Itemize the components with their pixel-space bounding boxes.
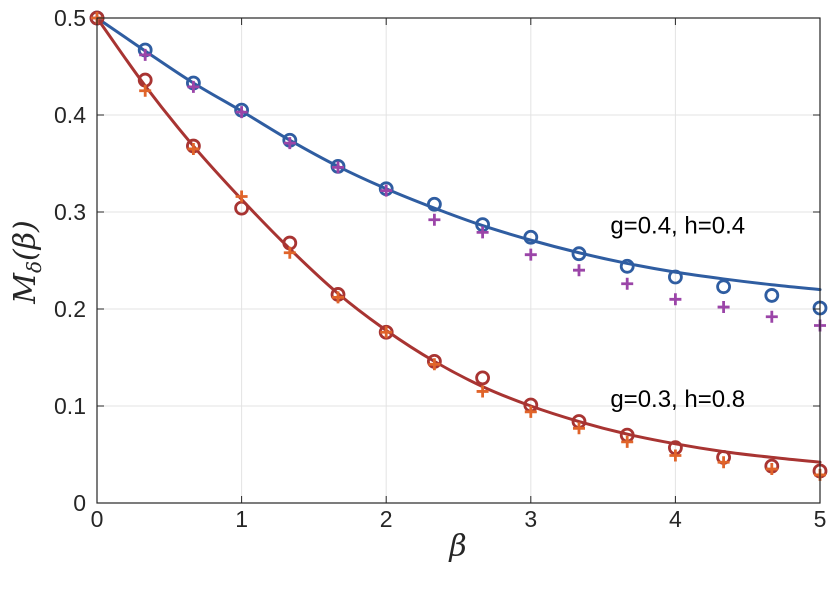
series-2-point: [283, 137, 296, 150]
y-axis-title-main: M: [8, 272, 43, 305]
series-5-point: [332, 291, 345, 304]
y-axis-title-sub: δ: [22, 261, 46, 273]
series-2-point: [765, 310, 778, 323]
series-5-point: [235, 190, 248, 203]
y-tick-labels: 0 0.1 0.2 0.3 0.4 0.5: [54, 5, 86, 516]
series-2-point: [332, 161, 345, 174]
series-5-point: [669, 449, 682, 462]
y-axis-title-args: (β): [8, 220, 43, 261]
series-5-point: [765, 463, 778, 476]
series-1-point: [426, 196, 442, 212]
y-tick-label: 0.5: [54, 5, 86, 31]
series-2-point: [380, 184, 393, 197]
x-tick-label: 3: [524, 506, 537, 532]
series-2-point: [139, 48, 152, 61]
series-1-point: [764, 288, 780, 303]
x-tick-label: 2: [380, 506, 393, 532]
series-2-point: [717, 301, 730, 314]
y-tick-label: 0.4: [54, 102, 86, 128]
x-tick-label: 0: [91, 506, 104, 532]
x-tick-label: 1: [235, 506, 248, 532]
x-tick-label: 5: [814, 506, 827, 532]
series-5-point: [572, 422, 585, 435]
series-5-point: [187, 142, 200, 155]
x-axis-title: β: [448, 529, 466, 564]
grid: [96, 17, 821, 504]
series-1-point: [619, 258, 635, 274]
series-2-point: [669, 293, 682, 306]
y-tick-label: 0.3: [54, 199, 86, 225]
series-2-point: [572, 264, 585, 277]
series-4-point: [475, 370, 491, 386]
x-tick-labels: 0 1 2 3 4 5: [91, 506, 827, 532]
series-5-point: [476, 385, 489, 398]
series-5-point: [380, 326, 393, 339]
y-axis-title: Mδ(β): [8, 220, 46, 305]
tick-marks: [96, 17, 821, 504]
y-tick-label: 0: [73, 490, 86, 516]
series-0-line: [95, 16, 822, 292]
x-tick-label: 4: [669, 506, 682, 532]
annotation-label: g=0.3, h=0.8: [610, 386, 745, 413]
series-1-point: [571, 246, 587, 262]
series-5-point: [717, 456, 730, 469]
series-2-point: [524, 248, 537, 261]
axes-frame: [96, 17, 821, 504]
series-1-point: [716, 279, 731, 295]
series-1-point: [668, 269, 683, 285]
series-2-point: [476, 226, 489, 239]
series-5-point: [524, 405, 537, 418]
annotation-label: g=0.4, h=0.4: [610, 213, 745, 240]
series-2-point: [235, 106, 248, 119]
y-tick-label: 0.2: [54, 296, 86, 322]
series-5-point: [139, 84, 152, 97]
series-1-point: [523, 229, 539, 245]
y-tick-label: 0.1: [54, 393, 86, 419]
series-5-point: [621, 435, 634, 448]
series-5-point: [428, 358, 441, 371]
annotations: g=0.4, h=0.4 g=0.3, h=0.8: [610, 213, 745, 414]
series-2-point: [428, 213, 441, 226]
series-2-point: [621, 277, 634, 290]
series-5-point: [283, 246, 296, 259]
series-2-point: [187, 80, 200, 93]
